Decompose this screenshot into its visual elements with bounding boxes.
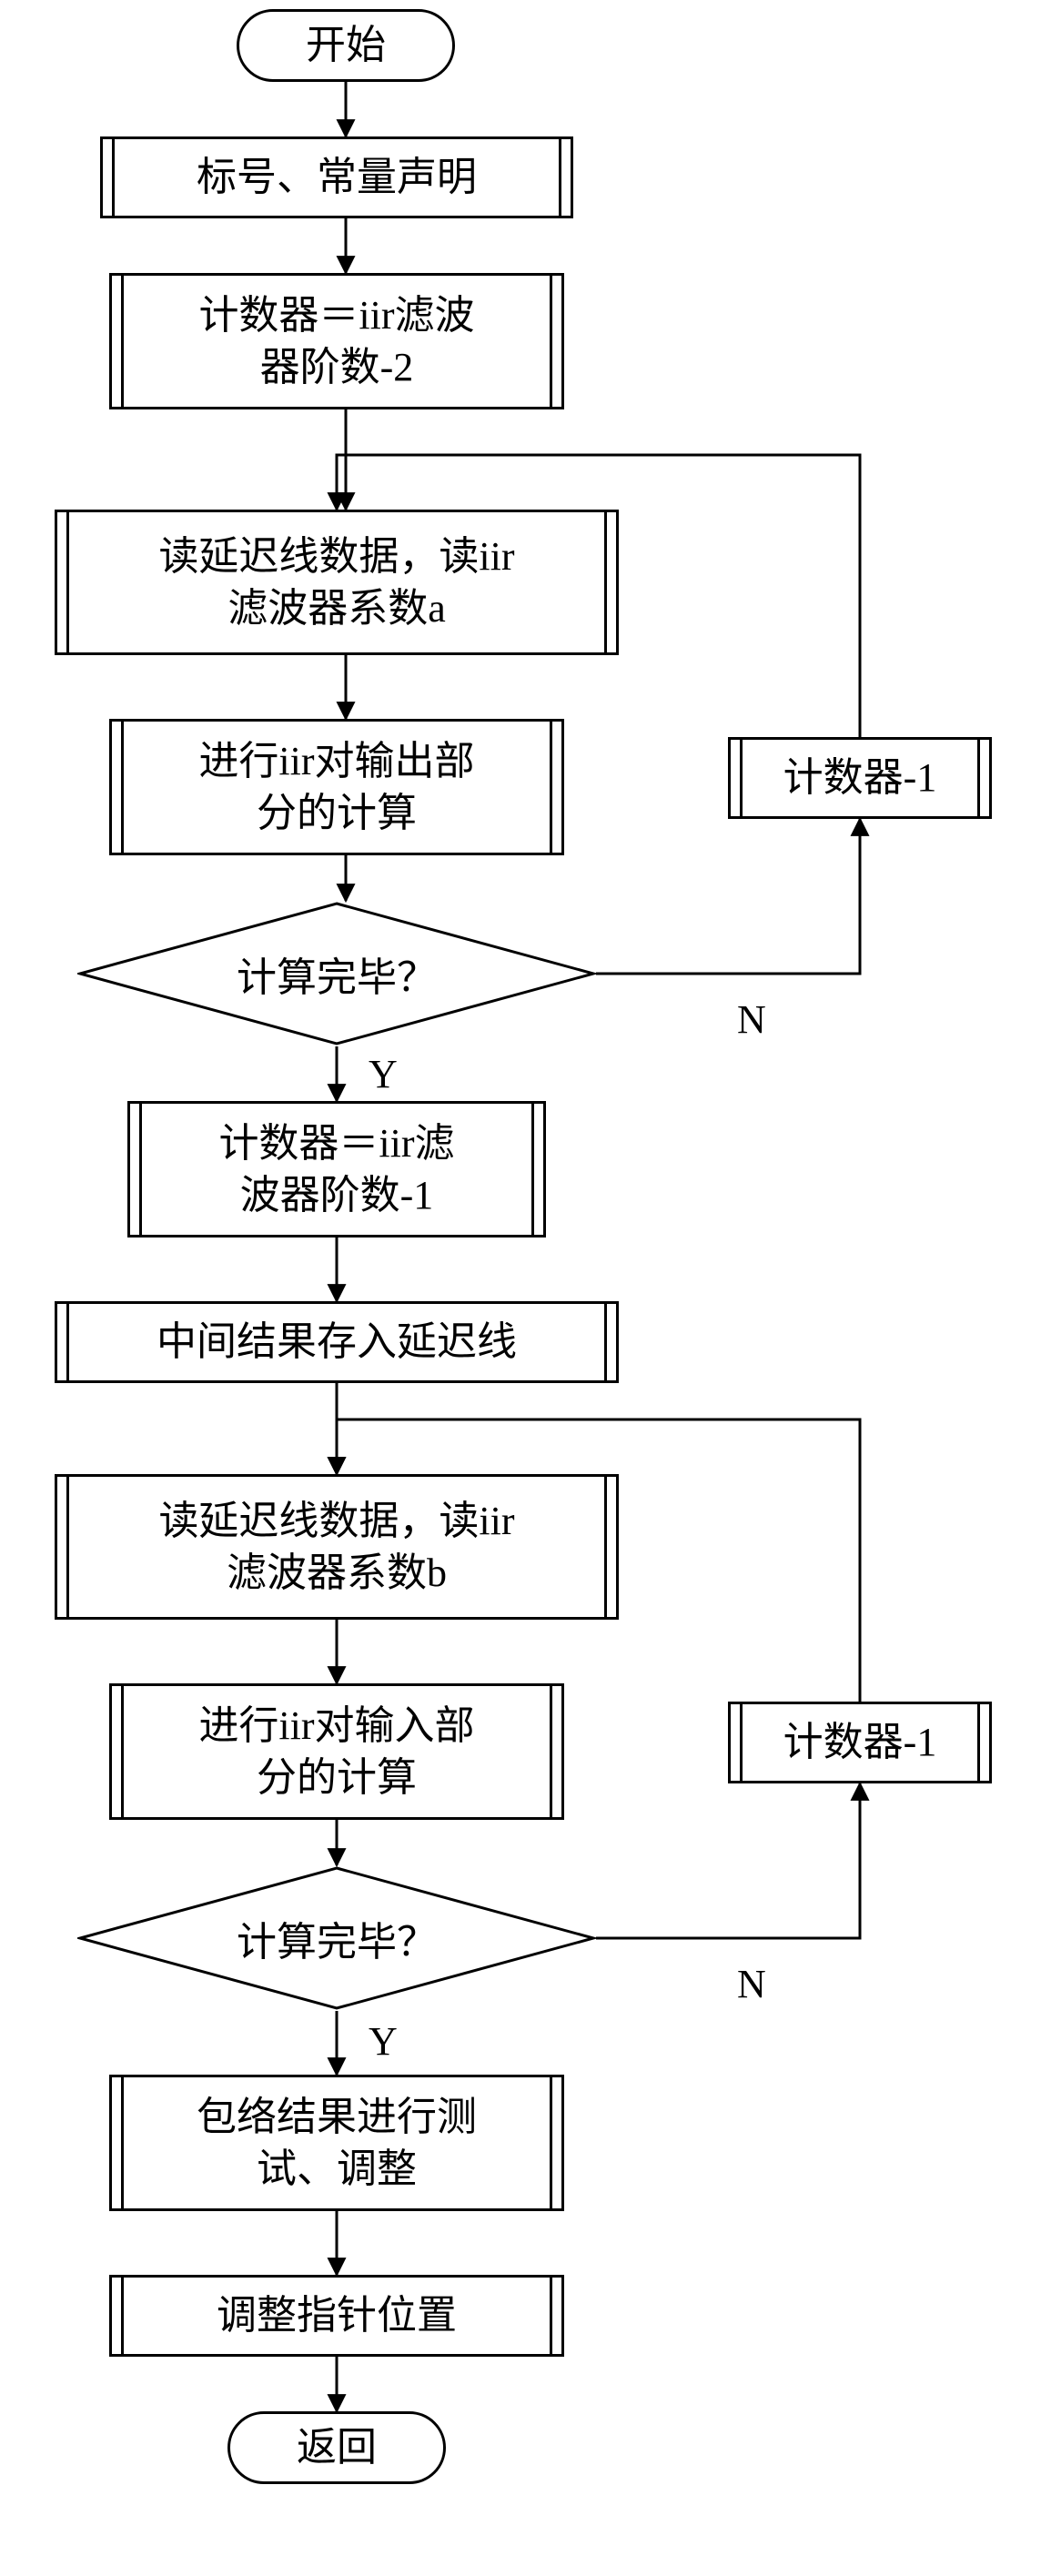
- process-label: 调整指针位置: [217, 2289, 457, 2341]
- process-counter-init-2: 计数器＝iir滤 波器阶数-1: [127, 1101, 546, 1237]
- decision-label: 计算完毕？: [237, 1909, 437, 1967]
- terminator-start: 开始: [237, 9, 455, 82]
- decision-label: 计算完毕？: [237, 945, 437, 1003]
- process-label: 进行iir对输入部 分的计算: [198, 1700, 474, 1803]
- process-label: 读延迟线数据，读iir 滤波器系数b: [158, 1495, 514, 1599]
- process-label: 读延迟线数据，读iir 滤波器系数a: [158, 530, 514, 634]
- decision-done-2: 计算完毕？: [77, 1865, 596, 2011]
- process-label: 标号、常量声明: [197, 151, 477, 203]
- process-label: 包络结果进行测 试、调整: [197, 2091, 477, 2195]
- terminator-label: 开始: [306, 19, 386, 71]
- process-store-delay: 中间结果存入延迟线: [55, 1301, 619, 1383]
- process-counter-dec-1: 计数器-1: [728, 737, 992, 819]
- process-envelope-test: 包络结果进行测 试、调整: [109, 2075, 564, 2211]
- process-adjust-pointer: 调整指针位置: [109, 2275, 564, 2357]
- process-label: 计数器-1: [783, 752, 937, 803]
- process-label: 中间结果存入延迟线: [157, 1316, 517, 1368]
- process-label: 计数器＝iir滤波 器阶数-2: [198, 289, 474, 393]
- edge-label-y2: Y: [369, 2018, 398, 2065]
- process-read-b: 读延迟线数据，读iir 滤波器系数b: [55, 1474, 619, 1620]
- process-label: 进行iir对输出部 分的计算: [198, 735, 474, 839]
- edge-label-y1: Y: [369, 1051, 398, 1097]
- process-iir-input: 进行iir对输入部 分的计算: [109, 1683, 564, 1820]
- process-declare: 标号、常量声明: [100, 136, 573, 218]
- process-label: 计数器＝iir滤 波器阶数-1: [218, 1117, 454, 1221]
- terminator-return: 返回: [227, 2411, 446, 2484]
- process-read-a: 读延迟线数据，读iir 滤波器系数a: [55, 510, 619, 655]
- process-counter-dec-2: 计数器-1: [728, 1702, 992, 1783]
- edge-label-n2: N: [737, 1961, 766, 2007]
- process-counter-init-1: 计数器＝iir滤波 器阶数-2: [109, 273, 564, 409]
- edge-label-n1: N: [737, 996, 766, 1043]
- process-label: 计数器-1: [783, 1716, 937, 1768]
- decision-done-1: 计算完毕？: [77, 901, 596, 1046]
- process-iir-output: 进行iir对输出部 分的计算: [109, 719, 564, 855]
- terminator-label: 返回: [297, 2421, 377, 2473]
